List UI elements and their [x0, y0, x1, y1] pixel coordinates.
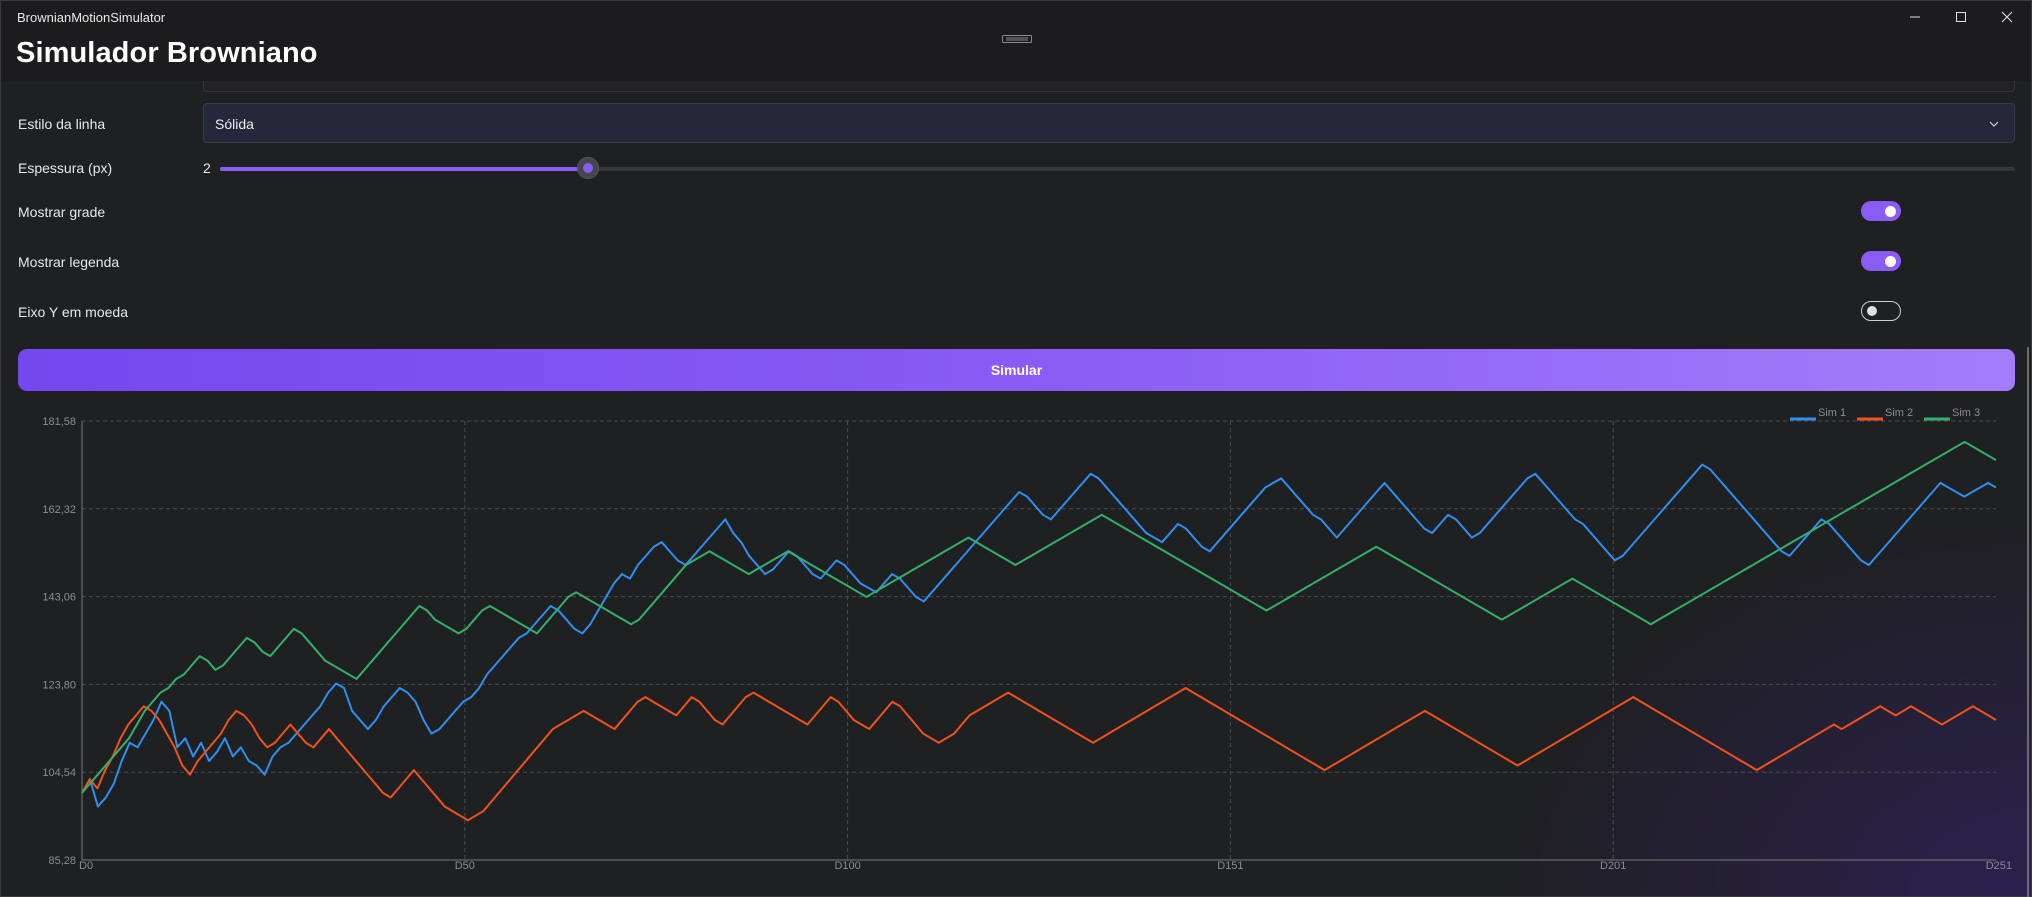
legend-label-2: Sim 2 — [1885, 407, 1913, 419]
thickness-slider-track[interactable] — [220, 167, 2015, 171]
series-line-2 — [81, 687, 1997, 822]
x-tick-label: D0 — [79, 860, 93, 872]
close-icon — [2001, 11, 2013, 23]
chart-area: 85,28 104,54 123,80 143,06 162,32 181,58 D0 D50… — [1, 401, 2032, 897]
vertical-scrollbar[interactable] — [2027, 347, 2029, 897]
toggle-knob — [1885, 256, 1896, 267]
show-grid-label: Mostrar grade — [18, 204, 106, 220]
legend-label-1: Sim 1 — [1818, 407, 1846, 419]
series-line-1 — [81, 463, 1997, 808]
toggle-knob — [1885, 206, 1896, 217]
app-title: BrownianMotionSimulator — [17, 10, 166, 25]
maximize-button[interactable] — [1938, 1, 1984, 33]
x-tick-label: D201 — [1600, 860, 1626, 872]
chevron-down-icon — [1989, 121, 1999, 127]
x-tick-label: D151 — [1217, 860, 1243, 872]
x-tick-label: D251 — [1986, 860, 2012, 872]
thickness-value: 2 — [203, 160, 211, 176]
x-tick-label: D100 — [834, 860, 860, 872]
brownian-chart: 85,28 104,54 123,80 143,06 162,32 181,58 D0 D50… — [42, 407, 2012, 872]
legend-label-3: Sim 3 — [1952, 407, 1980, 419]
line-style-dropdown[interactable]: Sólida — [203, 103, 2015, 143]
page-title: Simulador Browniano — [16, 37, 318, 69]
maximize-icon — [1956, 12, 1966, 22]
slider-thumb-core — [582, 163, 593, 173]
y-tick-label: 123,80 — [42, 679, 76, 691]
thickness-slider-fill — [220, 167, 588, 171]
minimize-icon — [1910, 16, 1920, 18]
minimize-button[interactable] — [1892, 1, 1938, 33]
currency-y-toggle[interactable] — [1861, 301, 1901, 321]
y-tick-label: 181,58 — [42, 416, 76, 428]
simulate-button[interactable]: Simular — [18, 349, 2015, 391]
settings-panel: Estilo da linha Sólida Espessura (px) 2 … — [1, 81, 2032, 897]
title-bar[interactable]: BrownianMotionSimulator — [1, 1, 2031, 33]
close-button[interactable] — [1984, 1, 2030, 33]
x-tick-label: D50 — [455, 860, 475, 872]
thickness-slider-thumb[interactable] — [576, 157, 599, 179]
partially-hidden-field[interactable] — [203, 81, 2015, 92]
y-tick-label: 143,06 — [42, 592, 76, 604]
show-grid-toggle[interactable] — [1861, 201, 1901, 221]
drag-handle-icon[interactable] — [1002, 33, 1032, 45]
y-tick-label: 104,54 — [42, 767, 76, 779]
y-tick-label: 162,32 — [42, 504, 76, 516]
series-line-3 — [81, 440, 1997, 794]
currency-y-label: Eixo Y em moeda — [18, 304, 128, 320]
line-style-label: Estilo da linha — [18, 116, 106, 132]
thickness-label: Espessura (px) — [18, 160, 113, 176]
show-legend-toggle[interactable] — [1861, 251, 1901, 271]
line-style-value: Sólida — [215, 116, 254, 132]
toggle-knob — [1867, 306, 1877, 316]
y-tick-label: 85,28 — [48, 855, 76, 867]
show-legend-label: Mostrar legenda — [18, 254, 120, 270]
page-header — [1, 33, 2031, 81]
